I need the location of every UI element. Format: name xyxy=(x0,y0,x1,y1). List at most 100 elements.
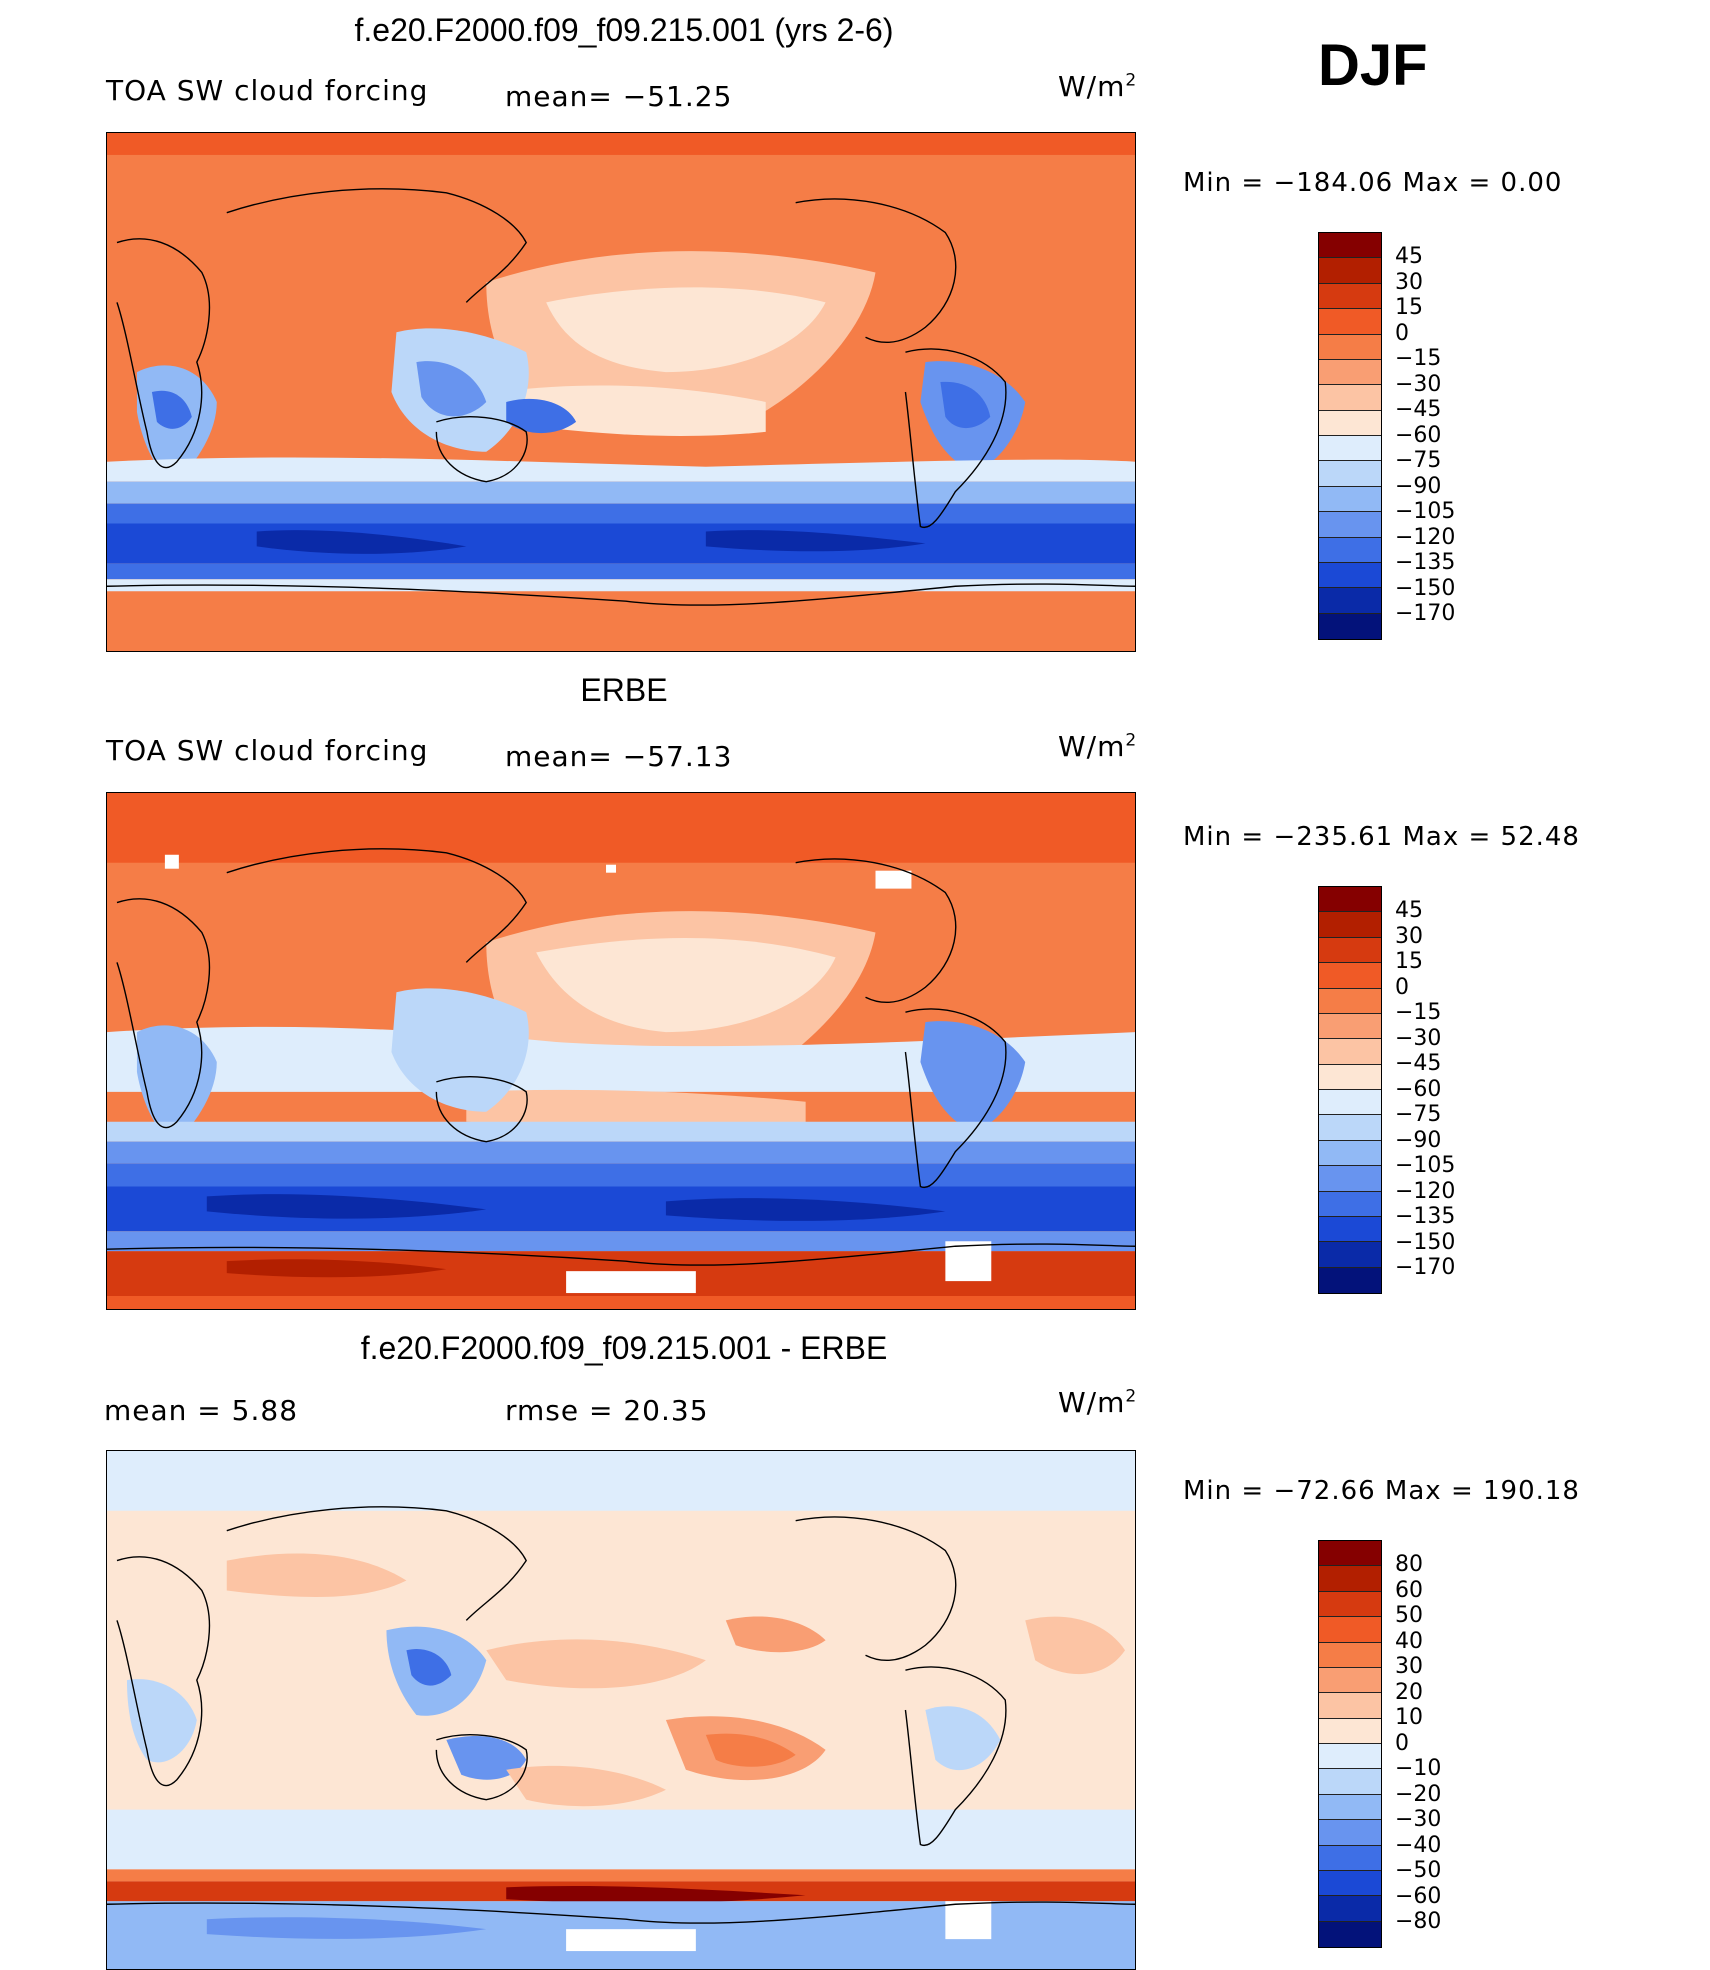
map-difference xyxy=(106,1450,1136,1970)
colorbar-swatch xyxy=(1319,588,1381,614)
colorbar-tick: −20 xyxy=(1395,1782,1442,1807)
colorbar-swatch xyxy=(1319,1667,1381,1694)
colorbar-tick: 40 xyxy=(1395,1629,1423,1654)
colorbar-swatch xyxy=(1319,1769,1381,1795)
colorbar-swatch xyxy=(1319,309,1381,335)
colorbar-tick: −90 xyxy=(1395,1128,1442,1153)
colorbar-swatch xyxy=(1319,1242,1381,1268)
panel-title: f.e20.F2000.f09_f09.215.001 - ERBE xyxy=(360,1330,888,1366)
colorbar-tick: −60 xyxy=(1395,1884,1442,1909)
colorbar-tick: −150 xyxy=(1395,576,1456,601)
colorbar-swatch xyxy=(1319,1039,1381,1065)
colorbar-tick: −75 xyxy=(1395,448,1442,473)
colorbar-swatch xyxy=(1319,988,1381,1014)
mean-label: mean= −51.25 xyxy=(505,80,733,113)
colorbar-swatch xyxy=(1319,1617,1381,1643)
colorbar-tick: −120 xyxy=(1395,1179,1456,1204)
colorbar-swatch xyxy=(1319,562,1381,589)
colorbar-tick: −15 xyxy=(1395,346,1442,371)
colorbar-swatch xyxy=(1319,1744,1381,1770)
colorbar-tick: 20 xyxy=(1395,1680,1423,1705)
rmse-label: rmse = 20.35 xyxy=(505,1394,709,1427)
colorbar-swatch xyxy=(1319,436,1381,462)
colorbar-tick: −150 xyxy=(1395,1230,1456,1255)
colorbar-tick: −135 xyxy=(1395,550,1456,575)
colorbar-tick: −170 xyxy=(1395,601,1456,626)
colorbar-tick: 10 xyxy=(1395,1705,1423,1730)
colorbar-tick: −45 xyxy=(1395,397,1442,422)
colorbar-swatch xyxy=(1319,937,1381,964)
colorbar-swatch xyxy=(1319,963,1381,989)
colorbar-swatch xyxy=(1319,385,1381,411)
variable-label: TOA SW cloud forcing xyxy=(106,734,429,767)
colorbar-swatch xyxy=(1319,1090,1381,1116)
colorbar-swatch xyxy=(1319,1845,1381,1871)
colorbar-tick: 80 xyxy=(1395,1552,1423,1577)
colorbar-tick: −120 xyxy=(1395,525,1456,550)
colorbar-swatch xyxy=(1319,233,1381,259)
colorbar-tick: −60 xyxy=(1395,1077,1442,1102)
colorbar-tick: −30 xyxy=(1395,372,1442,397)
minmax-label: Min = −184.06 Max = 0.00 xyxy=(1183,168,1563,198)
mean-label: mean= −57.13 xyxy=(505,740,733,773)
colorbar-swatch xyxy=(1319,1166,1381,1192)
colorbar-tick: 30 xyxy=(1395,270,1423,295)
colorbar-swatch xyxy=(1319,1820,1381,1846)
colorbar-tick: 15 xyxy=(1395,949,1423,974)
colorbar-swatch xyxy=(1319,410,1381,436)
colorbar-swatch xyxy=(1319,1216,1381,1243)
colorbar-swatch xyxy=(1319,486,1381,513)
colorbar-tick: −40 xyxy=(1395,1833,1442,1858)
colorbar-tick: 15 xyxy=(1395,295,1423,320)
colorbar-tick: −105 xyxy=(1395,499,1456,524)
colorbar-swatch xyxy=(1319,1191,1381,1217)
colorbar-tick: −45 xyxy=(1395,1051,1442,1076)
units-label: W/m2 xyxy=(1058,730,1138,763)
minmax-label: Min = −72.66 Max = 190.18 xyxy=(1183,1476,1580,1506)
colorbar-swatch xyxy=(1319,1013,1381,1040)
colorbar-swatch xyxy=(1319,1896,1381,1922)
colorbar-swatch xyxy=(1319,1541,1381,1567)
colorbar-swatch xyxy=(1319,537,1381,563)
map-observations xyxy=(106,792,1136,1310)
colorbar-swatch xyxy=(1319,359,1381,386)
colorbar xyxy=(1318,232,1382,640)
colorbar-swatch xyxy=(1319,512,1381,538)
colorbar-tick: 0 xyxy=(1395,1731,1409,1756)
colorbar xyxy=(1318,1540,1382,1948)
colorbar-swatch xyxy=(1319,461,1381,487)
colorbar-swatch xyxy=(1319,1693,1381,1719)
colorbar-tick: 50 xyxy=(1395,1603,1423,1628)
colorbar-tick: 60 xyxy=(1395,1578,1423,1603)
colorbar-swatch xyxy=(1319,613,1381,639)
minmax-label: Min = −235.61 Max = 52.48 xyxy=(1183,822,1580,852)
colorbar-swatch xyxy=(1319,1267,1381,1293)
colorbar-tick: −15 xyxy=(1395,1000,1442,1025)
colorbar-tick: −80 xyxy=(1395,1909,1442,1934)
colorbar-swatch xyxy=(1319,912,1381,938)
colorbar-swatch xyxy=(1319,1115,1381,1141)
colorbar-swatch xyxy=(1319,1794,1381,1821)
colorbar-tick: −50 xyxy=(1395,1858,1442,1883)
colorbar-swatch xyxy=(1319,1566,1381,1592)
colorbar-tick: −60 xyxy=(1395,423,1442,448)
colorbar-swatch xyxy=(1319,1642,1381,1668)
units-label: W/m2 xyxy=(1058,70,1138,103)
colorbar-tick: 0 xyxy=(1395,975,1409,1000)
colorbar-tick: −105 xyxy=(1395,1153,1456,1178)
mean-label: mean = 5.88 xyxy=(104,1394,299,1427)
colorbar-swatch xyxy=(1319,258,1381,284)
colorbar-tick: −30 xyxy=(1395,1026,1442,1051)
colorbar-tick: −170 xyxy=(1395,1255,1456,1280)
colorbar-tick: 30 xyxy=(1395,924,1423,949)
colorbar-tick: 0 xyxy=(1395,321,1409,346)
colorbar-swatch xyxy=(1319,1140,1381,1167)
colorbar-swatch xyxy=(1319,887,1381,913)
colorbar-swatch xyxy=(1319,1591,1381,1618)
colorbar xyxy=(1318,886,1382,1294)
colorbar-tick: −135 xyxy=(1395,1204,1456,1229)
season-label: DJF xyxy=(1318,33,1428,98)
variable-label: TOA SW cloud forcing xyxy=(106,74,429,107)
units-label: W/m2 xyxy=(1058,1386,1138,1419)
colorbar-tick: −10 xyxy=(1395,1756,1442,1781)
